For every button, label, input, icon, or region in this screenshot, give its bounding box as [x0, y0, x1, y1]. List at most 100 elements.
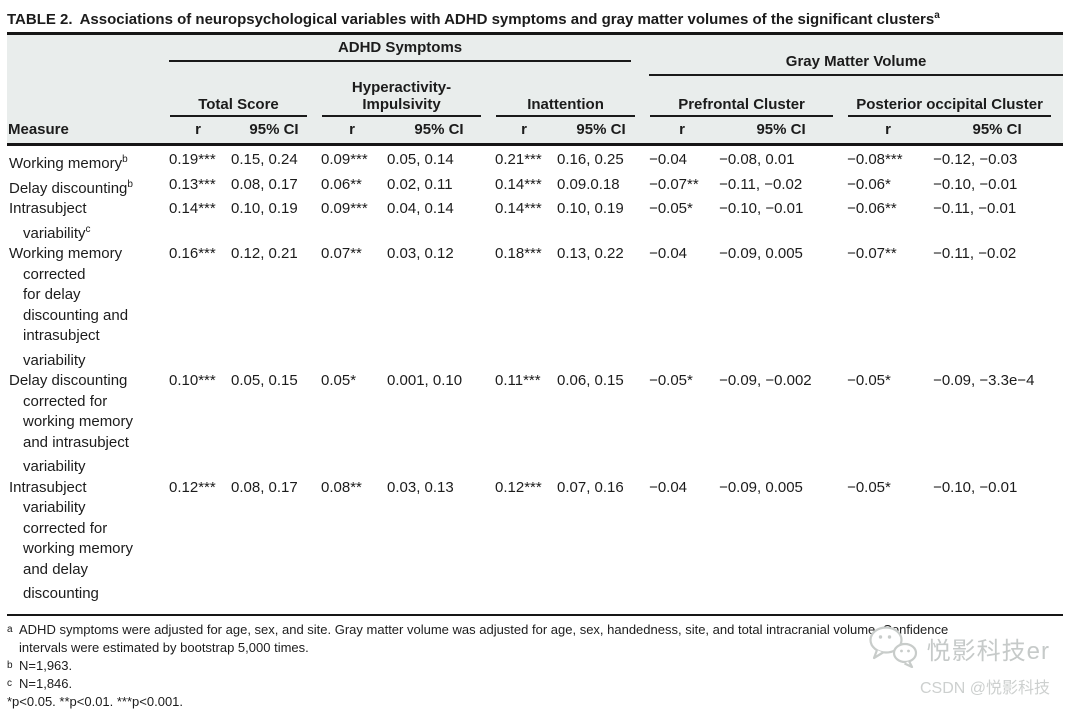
r-value-cell: −0.07**	[649, 175, 699, 193]
ci-cell: −0.11, −0.01	[933, 200, 1017, 217]
ci-cell: 0.06, 0.15	[557, 372, 624, 389]
ci-cell: −0.10, −0.01	[933, 478, 1018, 496]
ci-cell: −0.09, −0.002	[719, 372, 812, 389]
r-value-cell: 0.12***	[495, 478, 542, 496]
subgroup-posterior-occipital-cluster: Posterior occipital Cluster	[845, 76, 1063, 117]
footnotes: a ADHD symptoms were adjusted for age, s…	[7, 621, 1070, 711]
footnote-marker: c	[85, 223, 91, 235]
r-value-cell: −0.05*	[649, 200, 693, 217]
footnote-marker: b	[7, 659, 13, 671]
ci-cell: 0.09.0.18	[557, 175, 620, 193]
table-row: Delay discountingb 0.13*** 0.08, 0.17 0.…	[7, 175, 1063, 200]
associations-table: ADHD Symptoms Gray Matter Volume Total S…	[7, 32, 1064, 616]
column-header-r: r	[647, 117, 718, 146]
ci-cell: 0.13, 0.22	[557, 245, 624, 262]
ci-cell: 0.04, 0.14	[387, 200, 454, 217]
column-header-r: r	[845, 117, 932, 146]
r-value-cell: 0.13***	[169, 175, 216, 193]
ci-cell: −0.09, −3.3e−4	[933, 372, 1035, 389]
r-value-cell: −0.04	[649, 245, 688, 262]
r-value-cell: 0.10***	[169, 372, 216, 389]
r-value-cell: 0.16***	[169, 245, 216, 262]
subgroup-hyperactivity-impulsivity: Hyperactivity- Impulsivity	[319, 76, 493, 117]
r-value-cell: −0.05*	[847, 478, 891, 496]
ci-cell: 0.16, 0.25	[557, 151, 624, 168]
footnote-b: b N=1,963.	[7, 657, 73, 673]
ci-cell: −0.10, −0.01	[933, 175, 1018, 193]
ci-cell: −0.09, 0.005	[719, 245, 803, 262]
r-value-cell: −0.08***	[847, 151, 903, 168]
table-row: Intrasubject variabilityc 0.14*** 0.10, …	[7, 199, 1063, 244]
footnote-a: a ADHD symptoms were adjusted for age, s…	[7, 621, 949, 655]
table-row: Working memory corrected for delay disco…	[7, 244, 1063, 371]
column-header-ci: 95% CI	[717, 117, 846, 146]
ci-cell: 0.07, 0.16	[557, 478, 624, 496]
column-header-r: r	[493, 117, 555, 146]
table-body: Working memoryb 0.19*** 0.15, 0.24 0.09*…	[7, 145, 1063, 615]
footnote-marker: b	[122, 154, 128, 165]
ci-cell: 0.08, 0.17	[231, 175, 298, 193]
measure-cell: Delay discountingb	[9, 178, 133, 197]
ci-cell: 0.02, 0.11	[387, 175, 453, 193]
footnote-marker: b	[127, 178, 133, 190]
ci-cell: 0.12, 0.21	[231, 245, 298, 262]
r-value-cell: 0.09***	[321, 200, 368, 217]
r-value-cell: −0.06*	[847, 175, 891, 193]
ci-cell: 0.03, 0.13	[387, 478, 454, 496]
ci-cell: 0.001, 0.10	[387, 372, 463, 389]
r-value-cell: 0.14***	[495, 175, 542, 193]
ci-cell: −0.12, −0.03	[933, 151, 1018, 168]
r-value-cell: 0.11***	[495, 372, 541, 389]
measure-cell: Working memory corrected for delay disco…	[9, 245, 129, 369]
r-value-cell: −0.04	[649, 151, 688, 168]
r-value-cell: 0.21***	[495, 151, 542, 168]
r-value-cell: 0.14***	[169, 200, 216, 217]
group-header-adhd-symptoms: ADHD Symptoms	[167, 34, 647, 77]
table-number: TABLE 2.	[7, 11, 73, 28]
table-caption: Associations of neuropsychological varia…	[79, 11, 935, 28]
r-value-cell: 0.12***	[169, 478, 216, 496]
header-spacer	[7, 76, 167, 117]
r-value-cell: 0.09***	[321, 151, 368, 168]
header-spacer	[7, 34, 167, 77]
subgroup-prefrontal-cluster: Prefrontal Cluster	[647, 76, 845, 117]
footnote-c: c N=1,846.	[7, 675, 73, 691]
column-header-measure: Measure	[7, 117, 167, 146]
r-value-cell: 0.06**	[321, 175, 362, 193]
ci-cell: −0.11, −0.02	[933, 245, 1017, 262]
r-value-cell: −0.07**	[847, 245, 897, 262]
ci-cell: 0.08, 0.17	[231, 478, 298, 496]
r-value-cell: −0.05*	[649, 372, 693, 389]
r-value-cell: 0.19***	[169, 151, 216, 168]
table-row: Working memoryb 0.19*** 0.15, 0.24 0.09*…	[7, 145, 1063, 175]
r-value-cell: 0.14***	[495, 200, 542, 217]
measure-cell: Delay discounting corrected for working …	[9, 372, 134, 475]
table-title: TABLE 2. Associations of neuropsychologic…	[7, 6, 1072, 29]
ci-cell: 0.10, 0.19	[557, 200, 624, 217]
ci-cell: 0.10, 0.19	[231, 200, 298, 217]
table-header: ADHD Symptoms Gray Matter Volume Total S…	[7, 33, 1064, 146]
subgroup-inattention: Inattention	[493, 76, 647, 117]
ci-cell: 0.05, 0.14	[387, 151, 454, 168]
ci-cell: −0.09, 0.005	[719, 478, 803, 496]
r-value-cell: −0.04	[649, 478, 688, 496]
column-header-r: r	[167, 117, 229, 146]
r-value-cell: −0.05*	[847, 372, 891, 389]
footnote-marker: a	[7, 623, 13, 635]
measure-cell: Intrasubject variabilityc	[9, 200, 91, 242]
subgroup-total-score: Total Score	[167, 76, 319, 117]
ci-cell: 0.15, 0.24	[231, 151, 298, 168]
column-header-ci: 95% CI	[555, 117, 648, 146]
ci-cell: −0.08, 0.01	[719, 151, 795, 168]
measure-cell: Intrasubject variability corrected for w…	[9, 478, 134, 603]
r-value-cell: 0.05*	[321, 372, 357, 389]
significance-note: *p<0.05. **p<0.01. ***p<0.001.	[7, 693, 184, 709]
ci-cell: −0.11, −0.02	[719, 175, 803, 193]
footnote-marker: c	[7, 677, 12, 689]
column-header-r: r	[319, 117, 385, 146]
group-header-gray-matter-volume: Gray Matter Volume	[647, 34, 1064, 76]
r-value-cell: 0.08**	[321, 478, 362, 496]
ci-cell: −0.10, −0.01	[719, 200, 804, 217]
ci-cell: 0.03, 0.12	[387, 245, 454, 262]
table-row: Delay discounting corrected for working …	[7, 371, 1063, 478]
